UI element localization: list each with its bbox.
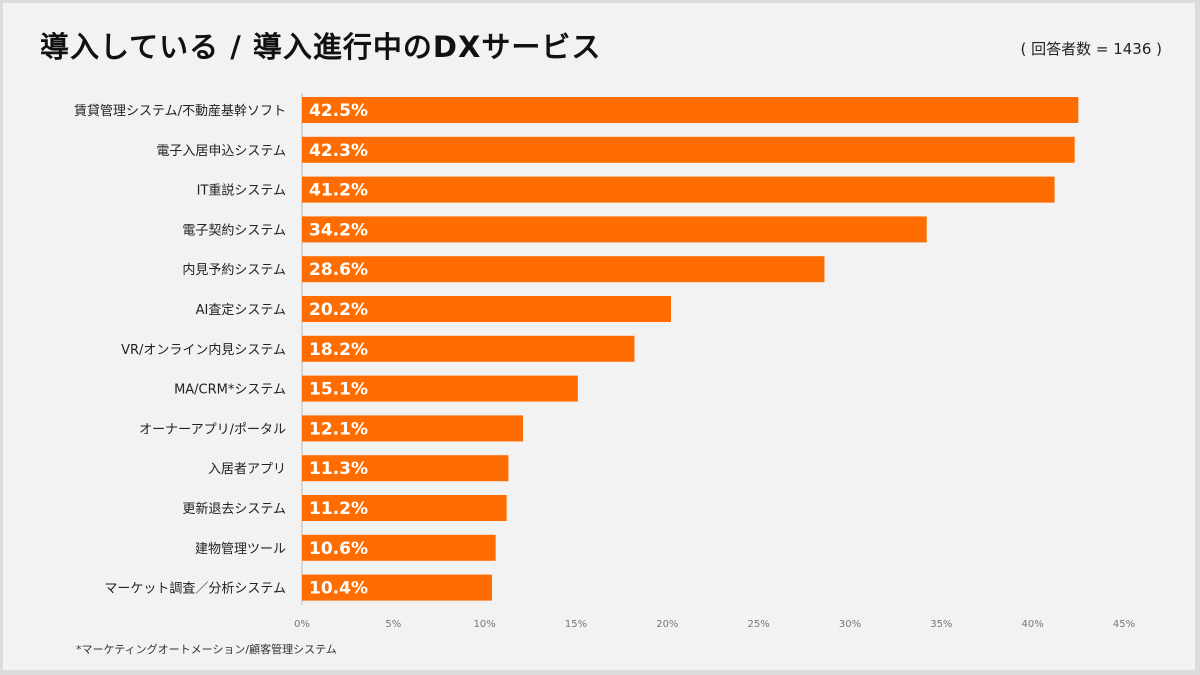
x-tick-label: 0% <box>294 619 310 630</box>
data-label: 28.6% <box>309 260 368 280</box>
x-tick-label: 20% <box>656 619 678 630</box>
category-label: 電子入居申込システム <box>156 144 286 159</box>
data-label: 20.2% <box>309 300 368 320</box>
category-label: 更新退去システム <box>182 501 286 517</box>
category-label: AI査定システム <box>196 303 286 318</box>
footnote: *マーケティングオートメーション/顧客管理システム <box>76 643 337 656</box>
x-tick-label: 45% <box>1113 619 1135 630</box>
chart-title: 導入している / 導入進行中のDXサービス <box>40 30 602 64</box>
data-label: 11.2% <box>309 499 368 519</box>
bar <box>302 415 524 442</box>
bar <box>302 534 496 561</box>
bar <box>302 574 492 601</box>
respondents-note: ( 回答者数 = 1436 ) <box>1020 40 1162 58</box>
x-tick-label: 35% <box>930 619 952 630</box>
bar <box>302 495 507 521</box>
data-label: 34.2% <box>309 220 368 240</box>
x-tick-label: 30% <box>839 619 861 630</box>
bar <box>302 296 671 322</box>
bar <box>302 455 509 482</box>
data-label: 15.1% <box>309 380 368 400</box>
bar <box>302 375 578 402</box>
data-label: 18.2% <box>309 340 368 360</box>
data-label: 41.2% <box>309 181 368 201</box>
data-label: 42.5% <box>309 101 368 121</box>
category-label: 入居者アプリ <box>208 462 286 477</box>
category-label: 内見予約システム <box>182 262 286 278</box>
x-tick-label: 5% <box>385 619 401 630</box>
category-label: 電子契約システム <box>182 223 286 238</box>
bar <box>302 97 1079 123</box>
category-label: マーケット調査／分析システム <box>104 582 286 597</box>
bar <box>302 256 825 283</box>
data-label: 10.4% <box>309 579 368 599</box>
x-tick-label: 10% <box>474 619 496 630</box>
x-tick-label: 25% <box>748 619 770 630</box>
category-label: 建物管理ツール <box>195 542 286 557</box>
data-label: 42.3% <box>309 141 368 161</box>
bar <box>302 216 927 243</box>
x-tick-label: 40% <box>1022 619 1044 630</box>
data-label: 11.3% <box>309 459 368 479</box>
category-label: 賃貸管理システム/不動産基幹ソフト <box>74 103 286 119</box>
category-label: IT重説システム <box>197 183 286 199</box>
category-label: MA/CRM*システム <box>174 383 286 398</box>
data-label: 10.6% <box>309 539 368 559</box>
category-label: VR/オンライン内見システム <box>121 342 286 358</box>
x-tick-label: 15% <box>565 619 587 630</box>
bar <box>302 176 1055 203</box>
bar <box>302 335 635 362</box>
bar <box>302 136 1075 163</box>
data-label: 12.1% <box>309 419 368 439</box>
category-label: オーナーアプリ/ポータル <box>139 422 286 437</box>
